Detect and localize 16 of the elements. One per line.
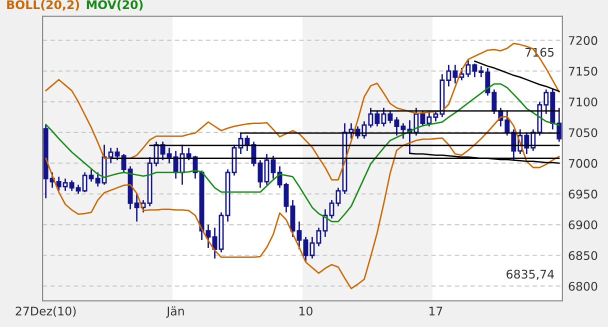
- text: BOLL(20,2): [7, 0, 80, 11]
- y-tick-label: 6850: [568, 251, 598, 260]
- y-tick-label: 7050: [568, 128, 598, 138]
- y-tick-label: 7100: [568, 97, 598, 106]
- y-tick-label: 7150: [568, 66, 598, 76]
- x-tick-label: 27Dez(10): [16, 306, 76, 317]
- text: MOV(20): [86, 0, 143, 11]
- y-tick-label: 6800: [568, 282, 598, 291]
- x-tick-label: 17: [429, 306, 442, 316]
- y-tick-label: 6950: [568, 190, 598, 199]
- y-tick-label: 7000: [568, 158, 598, 168]
- y-tick-label: 7200: [568, 36, 598, 45]
- y-tick-label: 6900: [568, 220, 598, 230]
- x-tick-label: Jän: [166, 306, 184, 318]
- annotation: 6835,74: [506, 270, 554, 280]
- x-tick-label: 10: [300, 306, 312, 316]
